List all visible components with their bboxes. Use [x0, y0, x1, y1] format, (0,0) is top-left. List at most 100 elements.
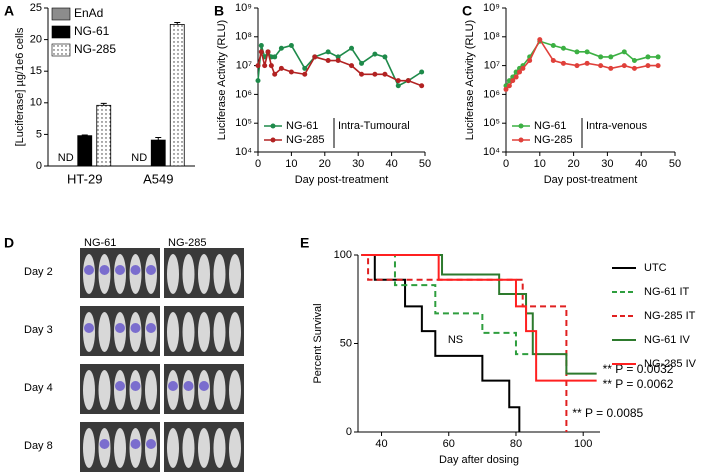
- signal: [84, 323, 94, 333]
- signal: [115, 323, 125, 333]
- point: [255, 78, 261, 84]
- y-tick-label: 0: [36, 160, 42, 172]
- y-tick-label: 10⁵: [483, 117, 500, 129]
- row-label: Day 4: [24, 382, 53, 394]
- point: [382, 54, 388, 60]
- mouse: [182, 428, 195, 468]
- x-tick-label: 40: [385, 158, 397, 170]
- y-tick-label: 20: [30, 34, 42, 46]
- mouse-image: [80, 248, 160, 298]
- y-tick-label: 0: [346, 426, 352, 438]
- series-line: [505, 40, 659, 87]
- legend-label: NG-285: [286, 134, 325, 146]
- point: [550, 58, 556, 64]
- mouse: [213, 428, 226, 468]
- point: [272, 71, 278, 77]
- y-tick-label: 5: [36, 128, 42, 140]
- p-value: ** P = 0.0032: [603, 362, 674, 376]
- x-tick-label: 20: [319, 158, 331, 170]
- point: [631, 58, 637, 64]
- x-tick-label: 30: [352, 158, 364, 170]
- annotation: NS: [448, 334, 463, 346]
- point: [312, 54, 318, 60]
- mouse: [198, 312, 210, 352]
- x-tick-label: 10: [534, 158, 546, 170]
- x-axis-label: Day post-treatment: [295, 174, 389, 186]
- mouse-image: [80, 422, 160, 472]
- survival-line: [361, 254, 597, 375]
- point: [325, 49, 331, 55]
- signal: [146, 439, 156, 449]
- y-tick-label: 100: [334, 249, 352, 261]
- mouse: [98, 312, 111, 352]
- mouse: [83, 428, 95, 468]
- point: [598, 54, 604, 60]
- point: [574, 63, 580, 69]
- point: [262, 63, 268, 69]
- point: [359, 71, 365, 77]
- y-axis-label: Percent Survival: [312, 303, 324, 383]
- point: [302, 71, 308, 77]
- point: [395, 83, 401, 89]
- point: [621, 63, 627, 69]
- point: [405, 78, 411, 84]
- row-label: Day 2: [24, 266, 53, 278]
- legend-swatch: [51, 25, 71, 39]
- mouse: [145, 370, 157, 410]
- mouse: [229, 312, 241, 352]
- point: [278, 65, 284, 71]
- y-axis-label: Luciferase Activity (RLU): [464, 20, 476, 140]
- point: [631, 65, 637, 71]
- value-label: ND: [131, 152, 147, 164]
- bar: [96, 104, 112, 167]
- mouse: [229, 428, 241, 468]
- mouse: [167, 312, 179, 352]
- x-tick-label: 50: [419, 158, 431, 170]
- bar: [169, 24, 185, 167]
- point: [288, 69, 294, 75]
- signal: [146, 323, 156, 333]
- x-tick-label: 100: [574, 438, 592, 450]
- point: [574, 49, 580, 55]
- x-tick-label: 0: [255, 158, 261, 170]
- point: [608, 54, 614, 60]
- x-tick-label: 0: [503, 158, 509, 170]
- point: [302, 65, 308, 71]
- point: [268, 63, 274, 69]
- x-tick-label: 20: [567, 158, 579, 170]
- y-tick-label: 10⁸: [483, 31, 500, 43]
- series-line: [505, 37, 659, 90]
- survival-line: [361, 254, 597, 382]
- panel-label: B: [214, 3, 224, 19]
- legend-marker: [270, 123, 276, 129]
- signal: [130, 439, 141, 449]
- mouse: [167, 254, 179, 294]
- y-tick-label: 10: [30, 97, 42, 109]
- y-axis-label: [Luciferase] µg/1e6 cells: [14, 27, 26, 146]
- y-axis-label: Luciferase Activity (RLU): [216, 20, 228, 140]
- y-tick-label: 50: [340, 337, 352, 349]
- point: [325, 58, 331, 64]
- point: [419, 69, 425, 75]
- signal: [115, 381, 125, 391]
- legend-label: NG-61: [74, 24, 110, 38]
- row-label: Day 3: [24, 324, 53, 336]
- point: [513, 74, 519, 80]
- point: [419, 83, 425, 89]
- point: [335, 58, 341, 64]
- point: [608, 65, 614, 71]
- point: [550, 42, 556, 48]
- legend-label: NG-285: [534, 134, 573, 146]
- legend-label: NG-61: [534, 120, 566, 132]
- point: [598, 63, 604, 69]
- point: [645, 63, 651, 69]
- y-tick-label: 10⁹: [235, 2, 252, 14]
- mouse-image: [80, 306, 160, 356]
- legend-label: NG-285 IV: [644, 358, 697, 370]
- point: [372, 51, 378, 57]
- point: [655, 63, 661, 69]
- point: [655, 54, 661, 60]
- signal: [146, 265, 156, 275]
- point: [265, 49, 271, 55]
